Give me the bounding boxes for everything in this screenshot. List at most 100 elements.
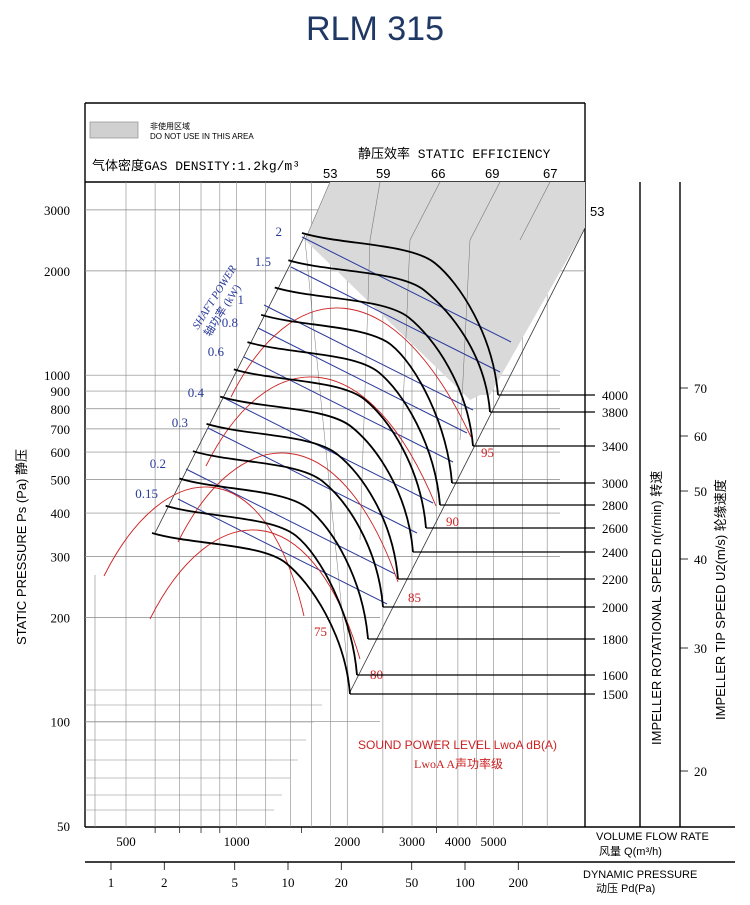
efficiency-line xyxy=(459,239,471,441)
static-efficiency-label: 静压效率 STATIC EFFICIENCY xyxy=(358,146,551,162)
speed-label-3400: 3400 xyxy=(602,439,628,454)
efficiency-value-1: 59 xyxy=(376,166,390,181)
speed-label-2000: 2000 xyxy=(602,600,628,615)
power-line-0.4 xyxy=(223,397,434,504)
flow-tick-5000: 5000 xyxy=(481,834,507,849)
chart-title: RLM 315 xyxy=(306,10,444,48)
efficiency-ray xyxy=(304,181,331,241)
dyn-tick-50: 50 xyxy=(405,875,418,890)
x-dynamic-label: DYNAMIC PRESSURE xyxy=(583,869,697,881)
x-flow-label: VOLUME FLOW RATE xyxy=(596,831,709,843)
efficiency-line xyxy=(304,239,351,693)
pressure-curve-1600 xyxy=(165,504,358,676)
power-line-0.3 xyxy=(207,427,418,534)
power-label-0.3: 0.3 xyxy=(172,415,188,430)
efficiency-line xyxy=(359,239,371,541)
x-flow-label-cn: 风量 Q(m³/h) xyxy=(599,845,662,858)
power-label-1.5: 1.5 xyxy=(255,254,271,269)
efficiency-ray xyxy=(519,181,551,241)
speed-label-2800: 2800 xyxy=(602,498,628,513)
do-not-use-shade xyxy=(305,182,585,400)
pressure-curve-4000 xyxy=(301,232,499,396)
power-label-1: 1 xyxy=(238,292,245,307)
tip-tick-40: 40 xyxy=(694,552,707,567)
power-label-2: 2 xyxy=(276,224,283,239)
tip-tick-60: 60 xyxy=(694,429,707,444)
efficiency-ray xyxy=(369,181,381,241)
efficiency-value-4: 67 xyxy=(543,166,557,181)
sound-curve-80 xyxy=(149,529,361,660)
pressure-curve-1500 xyxy=(151,532,351,695)
tip-tick-50: 50 xyxy=(694,484,707,499)
pressure-curve-3400 xyxy=(274,286,474,447)
power-label-0.2: 0.2 xyxy=(150,456,166,471)
pressure-curve-3800 xyxy=(288,259,491,413)
y-axis-label: STATIC PRESSURE Ps (Pa) 静压 xyxy=(14,449,29,645)
power-line-1.5 xyxy=(290,266,501,373)
power-label-0.6: 0.6 xyxy=(208,344,225,359)
y-tick-2000: 2000 xyxy=(44,264,70,279)
power-label-0.8: 0.8 xyxy=(222,315,238,330)
y-tick-200: 200 xyxy=(51,610,71,625)
y-tick-400: 400 xyxy=(51,506,71,521)
y-tick-800: 800 xyxy=(51,402,71,417)
shaft-power-lines: 2 1.5 10.8 0.6 0.40.3 0.2 0.15 xyxy=(135,224,512,605)
flow-tick-4000: 4000 xyxy=(445,834,471,849)
power-label-0.4: 0.4 xyxy=(188,385,205,400)
pressure-curve-1800 xyxy=(179,477,369,640)
flow-tick-2000: 2000 xyxy=(334,834,360,849)
sound-label-75: 75 xyxy=(314,624,327,639)
efficiency-value-3: 69 xyxy=(485,166,499,181)
y-tick-700: 700 xyxy=(51,422,71,437)
y-tick-1000: 1000 xyxy=(44,368,70,383)
dyn-tick-5: 5 xyxy=(231,875,238,890)
dyn-tick-100: 100 xyxy=(455,875,475,890)
power-line-2 xyxy=(301,236,512,343)
efficiency-value-0: 53 xyxy=(323,166,337,181)
speed-labels: 4000 3800 3400 3000 2800 2600 2400 2200 2000 1800… xyxy=(350,388,628,702)
gas-density-label: 气体密度GAS DENSITY:1.2kg/m³ xyxy=(92,158,300,174)
efficiency-scale: 53 59 66 69 67 53 xyxy=(323,166,604,219)
power-label-0.15: 0.15 xyxy=(135,486,158,501)
sound-power-label: SOUND POWER LEVEL LwoA dB(A) xyxy=(358,738,557,752)
sound-curve-90 xyxy=(205,376,437,507)
speed-label-1600: 1600 xyxy=(602,668,628,683)
pressure-curve-2800 xyxy=(247,341,441,506)
pressure-curve-2200 xyxy=(206,423,399,580)
y-tick-900: 900 xyxy=(51,384,71,399)
power-line-0.8 xyxy=(257,327,468,434)
dyn-tick-10: 10 xyxy=(282,875,295,890)
dyn-tick-200: 200 xyxy=(509,875,529,890)
x-dynamic-label-cn: 动压 Pd(Pa) xyxy=(596,882,655,895)
sound-label-85: 85 xyxy=(408,590,421,605)
pressure-curve-2400 xyxy=(219,395,414,553)
axis-ticks: 3000200010009008007006005004003002001005… xyxy=(44,203,707,890)
sound-curve-95 xyxy=(230,307,472,438)
tip-tick-20: 20 xyxy=(694,764,707,779)
pressure-curves xyxy=(151,232,499,695)
region-boundary-right xyxy=(349,227,586,693)
speed-label-3800: 3800 xyxy=(602,405,628,420)
y-tick-50: 50 xyxy=(57,819,70,834)
speed-label-4000: 4000 xyxy=(602,388,628,403)
sound-label-95: 95 xyxy=(481,445,494,460)
sound-curve-85 xyxy=(177,452,399,583)
speed-label-2600: 2600 xyxy=(602,521,628,536)
dyn-tick-20: 20 xyxy=(335,875,348,890)
flow-tick-500: 500 xyxy=(116,834,136,849)
y-tick-300: 300 xyxy=(51,549,71,564)
tip-speed-label: IMPELLER TIP SPEED U2(m/s) 轮缘速度 xyxy=(713,479,728,720)
notice-cn: 非使用区域 xyxy=(150,121,190,131)
tip-tick-30: 30 xyxy=(694,641,707,656)
pressure-curve-2000 xyxy=(192,450,384,608)
speed-label-2400: 2400 xyxy=(602,545,628,560)
dyn-tick-2: 2 xyxy=(161,875,168,890)
sound-curve-75 xyxy=(103,486,305,617)
y-tick-3000: 3000 xyxy=(44,203,70,218)
speed-label-3000: 3000 xyxy=(602,476,628,491)
speed-label-1500: 1500 xyxy=(602,687,628,702)
efficiency-ray xyxy=(469,181,501,241)
tip-tick-70: 70 xyxy=(694,381,707,396)
region-boundary-left xyxy=(154,234,306,534)
